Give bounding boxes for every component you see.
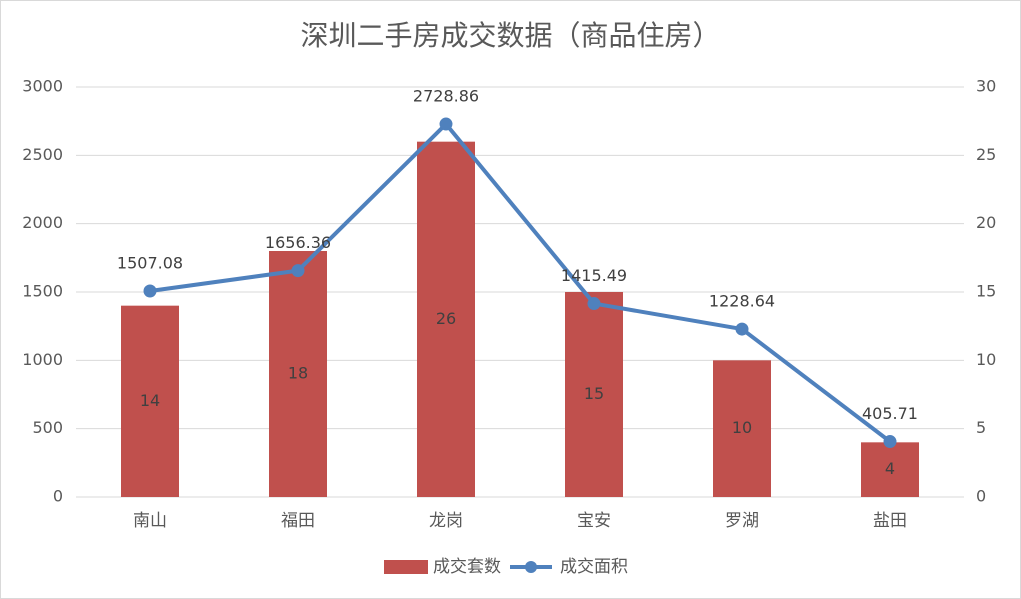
category-label: 盐田 [873,511,907,531]
legend-item-bar: 成交套数 [384,557,501,577]
right-axis: 0 5 10 15 20 25 30 [976,77,996,506]
bar [121,305,179,497]
right-axis-tick-label: 15 [976,282,996,301]
left-axis-tick-label: 0 [53,487,63,506]
line-point [587,297,601,311]
chart-title: 深圳二手房成交数据（商品住房） [300,19,720,52]
right-axis-tick-label: 10 [976,350,996,369]
legend-label-bar: 成交套数 [433,557,501,577]
left-axis-tick-label: 1000 [22,350,63,369]
legend-swatch-marker [525,561,537,573]
category-label: 罗湖 [725,511,759,531]
left-axis: 0 500 1000 1500 2000 2500 3000 [22,77,63,506]
bar [713,360,771,497]
left-axis-tick-label: 2500 [22,145,63,164]
bar-data-label: 10 [732,418,752,437]
bar [565,292,623,497]
line-data-label: 1507.08 [117,254,183,273]
legend-item-line: 成交面积 [510,557,628,577]
bar-data-label: 18 [288,364,308,383]
bar [861,442,919,497]
category-label: 龙岗 [429,511,463,531]
bar [269,251,327,497]
category-label: 宝安 [577,511,611,531]
line-point [883,435,897,449]
category-label: 南山 [133,511,167,531]
left-axis-tick-label: 500 [32,418,63,437]
gridlines [76,86,964,498]
right-axis-tick-label: 20 [976,213,996,232]
bar-data-label: 14 [140,391,160,410]
right-axis-tick-label: 30 [976,77,996,96]
bar-data-label: 26 [436,309,456,328]
left-axis-tick-label: 3000 [22,77,63,96]
line-data-label: 2728.86 [413,87,479,106]
line-point [439,117,453,131]
line-data-labels: 1507.08 1656.36 2728.86 1415.49 1228.64 405.7… [117,87,918,423]
line-series [143,117,897,449]
line-point [291,264,305,278]
line-point [735,322,749,336]
category-label: 福田 [281,511,315,531]
category-axis: 南山 福田 龙岗 宝安 罗湖 盐田 [133,511,907,531]
legend-swatch-bar [384,560,428,574]
series-line [148,122,892,444]
line-data-label: 1656.36 [265,233,331,252]
bar-data-label: 4 [885,459,895,478]
line-data-label: 1228.64 [709,292,775,311]
left-axis-tick-label: 1500 [22,282,63,301]
legend: 成交套数 成交面积 [384,557,628,577]
right-axis-tick-label: 25 [976,145,996,164]
right-axis-tick-label: 5 [976,418,986,437]
line-data-label: 405.71 [862,404,918,423]
line-data-label: 1415.49 [561,266,627,285]
bar-series [121,141,919,497]
legend-label-line: 成交面积 [560,557,628,577]
right-axis-tick-label: 0 [976,487,986,506]
bar [417,141,475,497]
left-axis-tick-label: 2000 [22,213,63,232]
bar-data-label: 15 [584,384,604,403]
bar-data-labels: 14 18 26 15 10 4 [140,309,895,478]
line-point [143,284,157,298]
